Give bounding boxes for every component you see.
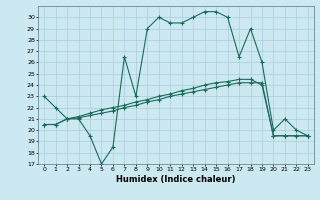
X-axis label: Humidex (Indice chaleur): Humidex (Indice chaleur) bbox=[116, 175, 236, 184]
